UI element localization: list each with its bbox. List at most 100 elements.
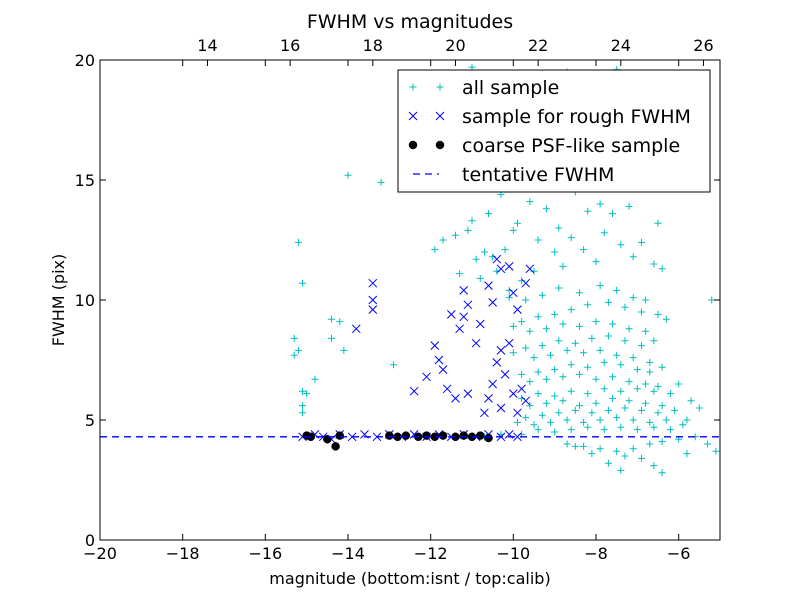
data-point (592, 318, 600, 326)
data-point (508, 288, 518, 298)
data-point (646, 440, 654, 448)
legend-item: tentative FWHM (413, 164, 614, 186)
data-point (513, 305, 522, 314)
data-point (621, 404, 629, 412)
top-tick-label: 18 (363, 36, 383, 55)
data-point (484, 433, 493, 443)
data-point (567, 306, 575, 314)
data-point (446, 310, 456, 319)
data-point (567, 426, 575, 434)
data-point (650, 337, 658, 345)
data-point (704, 440, 712, 448)
top-tick-label: 20 (445, 36, 465, 55)
data-point (513, 219, 521, 227)
data-point (658, 402, 666, 410)
data-point (422, 431, 431, 440)
data-point (504, 338, 514, 348)
data-point (389, 361, 397, 369)
legend-swatch-marker (436, 83, 444, 91)
data-point (617, 387, 625, 395)
y-tick-label: 10 (75, 291, 95, 310)
data-point (294, 238, 302, 246)
data-point (621, 452, 629, 460)
y-tick-label: 15 (75, 171, 95, 190)
data-point (637, 454, 645, 462)
data-point (496, 346, 506, 355)
data-point (522, 414, 530, 422)
legend-label: sample for rough FWHM (462, 106, 691, 128)
data-point (666, 426, 674, 434)
data-point (596, 200, 604, 208)
data-point (629, 253, 637, 261)
data-point (563, 440, 571, 448)
data-point (596, 282, 604, 290)
legend-label: all sample (462, 77, 559, 99)
data-point (555, 337, 563, 345)
data-point (480, 248, 488, 256)
data-point (377, 178, 385, 186)
data-point (584, 207, 592, 215)
x-axis-bottom: −20 −18 −16 −14 −12 −10 −8 −6 (83, 60, 690, 563)
data-point (525, 264, 535, 274)
data-point (571, 442, 579, 450)
data-point (617, 466, 625, 474)
data-point (609, 373, 617, 381)
data-point (459, 431, 468, 440)
data-point (592, 258, 600, 266)
data-point (629, 354, 637, 362)
data-point (563, 346, 571, 354)
top-tick-label: 24 (611, 36, 631, 55)
data-point (518, 318, 526, 326)
data-point (513, 418, 521, 426)
data-point (617, 423, 625, 431)
data-point (571, 339, 579, 347)
data-point (492, 358, 502, 367)
data-point (468, 217, 476, 225)
top-tick-label: 14 (197, 36, 217, 55)
top-tick-label: 26 (693, 36, 713, 55)
y-axis-right (714, 59, 720, 541)
data-point (580, 442, 588, 450)
top-tick-label: 22 (528, 36, 548, 55)
data-point (637, 406, 645, 414)
data-point (534, 390, 542, 398)
data-point (658, 469, 666, 477)
data-point (646, 418, 654, 426)
chart-title: FWHM vs magnitudes (307, 11, 513, 33)
data-point (526, 402, 534, 410)
data-point (484, 281, 493, 290)
data-point (551, 428, 559, 436)
data-point (604, 459, 612, 467)
data-point (526, 327, 534, 335)
data-point (434, 355, 444, 365)
data-point (654, 310, 662, 318)
data-point (600, 358, 608, 366)
data-point (604, 332, 612, 340)
data-point (509, 322, 517, 330)
data-point (459, 286, 469, 295)
data-point (559, 397, 567, 405)
data-point (463, 300, 473, 310)
data-point (637, 238, 645, 246)
data-point (642, 399, 650, 407)
data-point (534, 236, 542, 244)
data-point (538, 411, 546, 419)
data-point (438, 365, 448, 374)
x-tick-label: −16 (248, 544, 282, 563)
data-point (538, 342, 546, 350)
data-point (600, 426, 608, 434)
data-point (604, 298, 612, 306)
data-point (555, 284, 563, 292)
data-point (584, 301, 592, 309)
legend-box (397, 69, 711, 193)
data-point (683, 416, 691, 424)
data-point (588, 409, 596, 417)
data-point (658, 265, 666, 273)
data-point (522, 296, 530, 304)
data-point (471, 338, 481, 348)
y-axis-title: FWHM (pix) (49, 254, 68, 347)
data-point (580, 418, 588, 426)
data-point (683, 450, 691, 458)
